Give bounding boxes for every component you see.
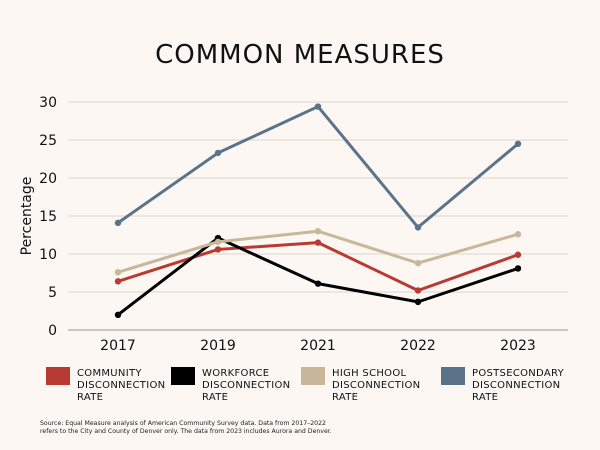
y-tick-label: 0 [48,323,57,339]
x-tick-label: 2023 [500,338,536,354]
x-tick-label: 2022 [400,338,436,354]
data-point [114,219,122,227]
data-point [314,239,322,246]
legend: COMMUNITYDISCONNECTIONRATEWORKFORCEDISCO… [46,367,565,403]
data-point [114,311,122,318]
legend-label: RATE [332,392,358,403]
legend-label: POSTSECONDARY [472,368,565,379]
legend-label: RATE [472,392,498,403]
y-tick-label: 20 [39,171,57,187]
data-point [114,269,122,276]
x-tick-label: 2019 [200,338,236,354]
legend-swatch [301,367,325,385]
data-point [514,140,522,147]
legend-label: RATE [202,392,228,403]
legend-swatch [441,367,465,385]
legend-label: RATE [77,392,103,403]
data-point [314,103,322,110]
data-point [314,280,322,287]
legend-label: WORKFORCE [202,368,269,379]
axes: 0 5 10 15 20 25 30 2017 2019 2021 2022 2023 [39,95,568,354]
data-point [314,228,322,235]
legend-label: DISCONNECTION [77,380,165,391]
series-line [116,229,520,274]
y-tick-label: 25 [39,133,57,149]
legend-label: DISCONNECTION [202,380,290,391]
data-point [514,231,522,238]
data-point [414,298,422,306]
legend-label: HIGH SCHOOL [332,368,407,379]
y-tick-label: 10 [39,247,57,263]
y-axis-label: Percentage [19,177,35,256]
legend-label: COMMUNITY [77,368,142,379]
data-point [214,149,222,157]
data-point [414,259,422,267]
data-point [414,287,422,294]
legend-label: DISCONNECTION [332,380,420,391]
legend-label: DISCONNECTION [472,380,560,391]
legend-swatch [46,367,70,385]
y-tick-label: 30 [39,95,57,111]
series-line [116,105,520,229]
data-point [414,224,422,231]
chart-title: COMMON MEASURES [155,40,445,70]
y-tick-label: 15 [39,209,57,225]
data-point [514,251,522,258]
data-point [114,278,122,285]
y-tick-label: 5 [48,285,57,301]
legend-swatch [171,367,195,385]
data-point [514,265,522,272]
data-point [214,246,222,253]
series-lines [114,103,522,318]
x-tick-label: 2017 [100,338,136,354]
grid-lines [68,101,568,293]
source-note: Source: Equal Measure analysis of Americ… [40,420,332,436]
data-point [214,238,222,246]
x-tick-label: 2021 [300,338,336,354]
